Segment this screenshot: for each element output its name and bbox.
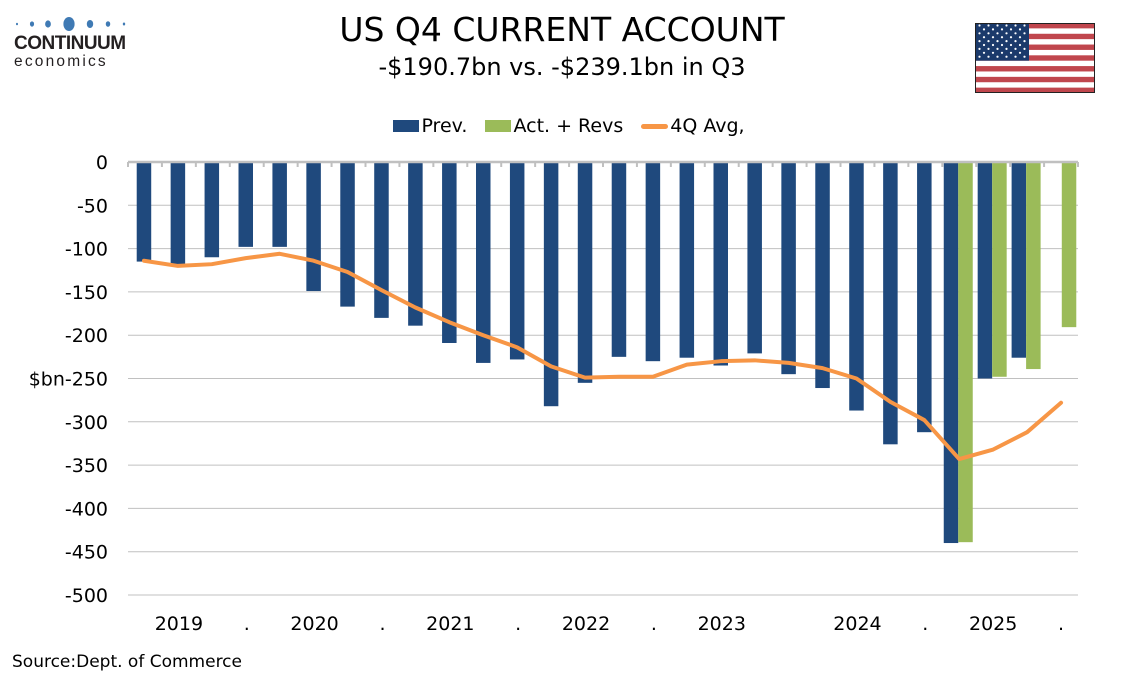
bar-prev	[645, 162, 661, 362]
chart-legend: Prev. Act. + Revs 4Q Avg,	[0, 114, 1134, 138]
bar-prev	[977, 162, 993, 379]
bar-prev	[306, 162, 321, 292]
line-4q-avg	[141, 251, 1064, 462]
legend-swatch-act	[485, 120, 512, 132]
y-tick-label: -200	[65, 325, 108, 347]
y-tick-label: -300	[65, 412, 108, 434]
logo-tagline: economics	[14, 53, 108, 70]
bar-prev	[238, 162, 253, 247]
legend-item-act: Act. + Revs	[485, 114, 623, 138]
legend-label-prev: Prev.	[421, 115, 468, 137]
y-tick-label: -450	[65, 542, 108, 564]
bar-prev	[849, 162, 864, 411]
bar-prev	[272, 162, 287, 247]
bar-prev	[408, 162, 423, 326]
x-tick-label: 2020	[290, 613, 338, 635]
bar-prev	[883, 162, 898, 445]
legend-item-prev: Prev.	[393, 114, 467, 138]
legend-swatch-prev	[393, 120, 420, 132]
bar-prev	[943, 162, 959, 544]
continuum-logo: CONTINUUM economics	[14, 16, 134, 70]
y-tick-label: -150	[65, 282, 108, 304]
y-tick-label: $bn-250	[29, 369, 108, 391]
x-tick-label: .	[922, 613, 928, 635]
bar-act	[992, 162, 1007, 377]
bar-prev	[170, 162, 186, 265]
us-flag-icon	[974, 22, 1096, 97]
bar-prev	[679, 162, 695, 358]
y-tick-label: -100	[65, 239, 108, 261]
x-tick-label: 2025	[969, 613, 1017, 635]
bar-prev	[442, 162, 457, 343]
logo-dot	[122, 22, 126, 26]
logo-dots-icon	[14, 16, 134, 32]
bar-prev	[136, 162, 152, 262]
bar-prev	[747, 162, 762, 354]
bar-prev	[611, 162, 627, 357]
bar-prev	[917, 162, 932, 433]
x-tick-label: .	[651, 613, 657, 635]
legend-label-act: Act. + Revs	[513, 115, 624, 137]
logo-dot	[15, 22, 19, 26]
y-tick-label: -500	[65, 585, 108, 607]
bar-prev	[204, 162, 220, 258]
x-tick-label: 2022	[562, 613, 610, 635]
bar-prev	[713, 162, 728, 366]
logo-dot	[45, 20, 51, 28]
y-tick-label: -50	[77, 195, 108, 217]
bar-act	[1026, 162, 1041, 370]
y-tick-label: -400	[65, 498, 108, 520]
logo-dot	[29, 21, 35, 27]
logo-name: CONTINUUM	[14, 33, 126, 54]
x-tick-label: .	[1058, 613, 1064, 635]
bar-act	[958, 162, 973, 543]
y-tick-label: -350	[65, 455, 108, 477]
bar-prev	[509, 162, 525, 360]
bar-prev	[815, 162, 830, 389]
x-tick-label: .	[379, 613, 385, 635]
legend-label-avg: 4Q Avg,	[670, 115, 745, 137]
x-tick-label: 2023	[698, 613, 746, 635]
bar-prev	[781, 162, 796, 375]
logo-dot	[105, 21, 111, 27]
logo-dot	[86, 20, 94, 28]
bar-prev	[577, 162, 593, 383]
bar-prev	[374, 162, 389, 318]
x-tick-label: 2021	[426, 613, 474, 635]
legend-swatch-avg	[641, 123, 669, 129]
legend-item-avg: 4Q Avg,	[641, 114, 745, 138]
x-tick-label: 2024	[833, 613, 881, 635]
x-tick-label: .	[515, 613, 521, 635]
x-tick-label: 2019	[155, 613, 203, 635]
source-note: Source:Dept. of Commerce	[12, 652, 242, 672]
bar-act	[1061, 162, 1077, 328]
chart-title: US Q4 CURRENT ACCOUNT	[339, 10, 785, 49]
chart-subtitle: -$190.7bn vs. -$239.1bn in Q3	[378, 53, 746, 81]
bar-prev	[1011, 162, 1027, 358]
bar-prev	[340, 162, 355, 307]
logo-dot	[63, 17, 75, 31]
x-tick-label: .	[244, 613, 250, 635]
bar-prev	[543, 162, 559, 407]
y-tick-label: 0	[96, 152, 108, 174]
bar-prev	[476, 162, 491, 363]
